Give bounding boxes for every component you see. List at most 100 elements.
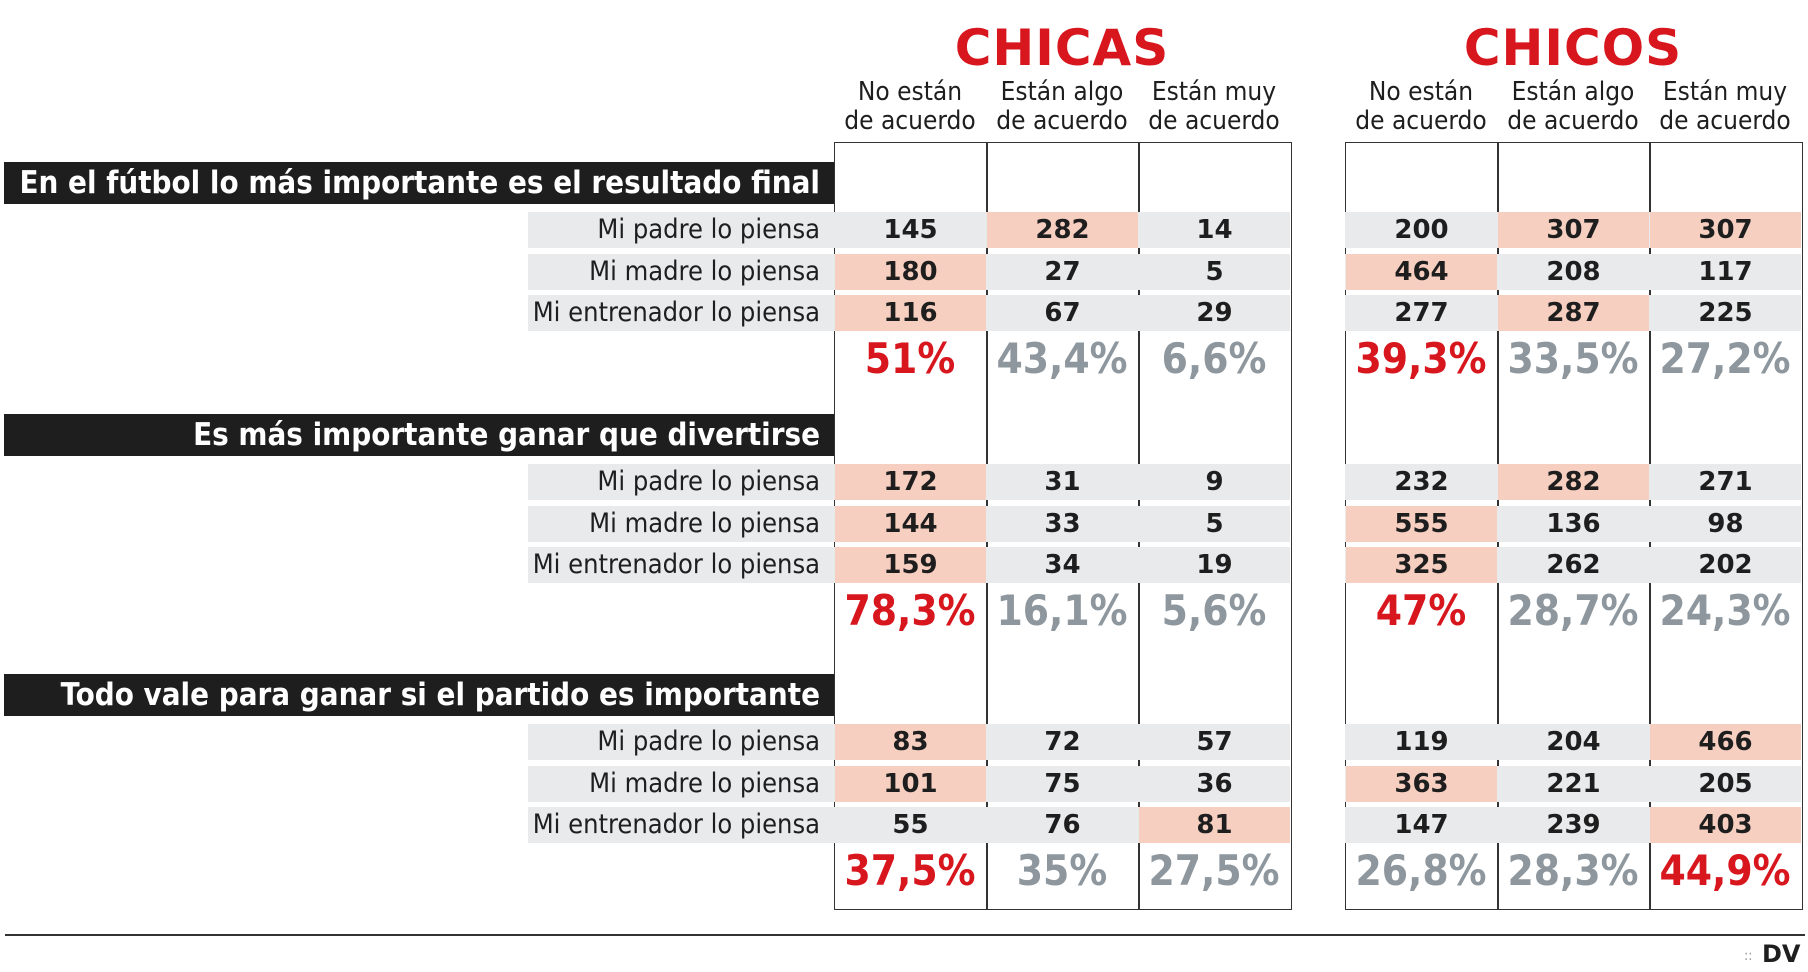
- total-percentage: 43,4%: [996, 334, 1128, 383]
- column-header-line: No están: [857, 77, 963, 107]
- data-cell: 307: [1650, 212, 1801, 248]
- data-cell: 287: [1498, 295, 1649, 331]
- data-cell: 147: [1394, 810, 1449, 840]
- row-label: Mi padre lo piensa: [597, 214, 820, 245]
- total-percentage: 27,5%: [1148, 846, 1280, 895]
- row-label: Mi madre lo piensa: [589, 508, 820, 539]
- column-header-line: Están muy: [1151, 77, 1277, 107]
- column-header-line: de acuerdo: [1148, 106, 1280, 136]
- data-cell: 76: [1044, 810, 1081, 840]
- row-label: Mi entrenador lo piensa: [532, 549, 820, 580]
- data-cell: 180: [835, 254, 986, 290]
- total-percentage: 51%: [864, 334, 956, 383]
- total-percentage: 24,3%: [1659, 586, 1791, 635]
- data-cell: 136: [1546, 509, 1601, 539]
- row-label: Mi madre lo piensa: [589, 256, 820, 287]
- data-cell: 144: [835, 506, 986, 542]
- data-cell: 282: [1498, 464, 1649, 500]
- data-cell: 5: [1205, 257, 1224, 287]
- data-cell: 325: [1346, 547, 1497, 583]
- column-header-line: No están: [1368, 77, 1474, 107]
- data-cell: 36: [1196, 769, 1233, 799]
- total-percentage: 39,3%: [1355, 334, 1487, 383]
- total-percentage: 27,2%: [1659, 334, 1791, 383]
- data-cell: 72: [1044, 727, 1081, 757]
- total-percentage: 28,3%: [1507, 846, 1639, 895]
- column-header-line: Están algo: [1511, 77, 1635, 107]
- data-cell: 29: [1196, 298, 1233, 328]
- group-title-chicas: CHICAS: [954, 19, 1170, 77]
- data-cell: 239: [1546, 810, 1601, 840]
- total-percentage: 33,5%: [1507, 334, 1639, 383]
- data-cell: 205: [1698, 769, 1753, 799]
- footer-rule: [5, 934, 1805, 936]
- data-cell: 159: [835, 547, 986, 583]
- column-header-line: de acuerdo: [1355, 106, 1487, 136]
- data-cell: 262: [1546, 550, 1601, 580]
- data-cell: 55: [892, 810, 929, 840]
- data-cell: 225: [1698, 298, 1753, 328]
- column-header-chicas-0: No están de acuerdo: [834, 78, 986, 136]
- question-title-bar: En el fútbol lo más importante es el res…: [4, 162, 834, 204]
- data-cell: 202: [1698, 550, 1753, 580]
- group-title-chicos: CHICOS: [1463, 19, 1683, 77]
- data-cell: 307: [1498, 212, 1649, 248]
- row-label: Mi padre lo piensa: [597, 726, 820, 757]
- logo-dots-icon: ::: [1744, 948, 1753, 964]
- column-header-line: de acuerdo: [844, 106, 976, 136]
- data-cell: 57: [1196, 727, 1233, 757]
- column-header-line: de acuerdo: [996, 106, 1128, 136]
- data-cell: 75: [1044, 769, 1081, 799]
- data-cell: 271: [1698, 467, 1753, 497]
- row-label: Mi madre lo piensa: [589, 768, 820, 799]
- data-cell: 67: [1044, 298, 1081, 328]
- column-header-chicas-2: Están muy de acuerdo: [1138, 78, 1290, 136]
- total-percentage: 44,9%: [1659, 846, 1791, 895]
- data-cell: 19: [1196, 550, 1233, 580]
- row-background: [528, 212, 1290, 248]
- column-header-line: Están muy: [1662, 77, 1788, 107]
- data-cell: 232: [1394, 467, 1449, 497]
- data-cell: 403: [1650, 807, 1801, 843]
- data-cell: 83: [835, 724, 986, 760]
- column-header-line: de acuerdo: [1659, 106, 1791, 136]
- total-percentage: 35%: [1016, 846, 1108, 895]
- data-cell: 14: [1196, 215, 1233, 245]
- total-percentage: 6,6%: [1161, 334, 1267, 383]
- column-header-line: de acuerdo: [1507, 106, 1639, 136]
- data-cell: 34: [1044, 550, 1081, 580]
- total-percentage: 16,1%: [996, 586, 1128, 635]
- total-percentage: 28,7%: [1507, 586, 1639, 635]
- column-header-chicos-0: No están de acuerdo: [1345, 78, 1497, 136]
- data-cell: 33: [1044, 509, 1081, 539]
- question-title-bar: Es más importante ganar que divertirse: [4, 414, 834, 456]
- data-cell: 363: [1346, 766, 1497, 802]
- data-cell: 277: [1394, 298, 1449, 328]
- column-header-chicos-2: Están muy de acuerdo: [1649, 78, 1801, 136]
- data-cell: 464: [1346, 254, 1497, 290]
- data-cell: 9: [1205, 467, 1224, 497]
- column-header-chicas-1: Están algo de acuerdo: [986, 78, 1138, 136]
- column-header-chicos-1: Están algo de acuerdo: [1497, 78, 1649, 136]
- data-cell: 172: [835, 464, 986, 500]
- data-cell: 101: [835, 766, 986, 802]
- data-cell: 221: [1546, 769, 1601, 799]
- brand-logo: DV: [1762, 940, 1801, 968]
- data-cell: 31: [1044, 467, 1081, 497]
- data-cell: 555: [1346, 506, 1497, 542]
- total-percentage: 5,6%: [1161, 586, 1267, 635]
- row-label: Mi entrenador lo piensa: [532, 809, 820, 840]
- data-cell: 204: [1546, 727, 1601, 757]
- data-cell: 466: [1650, 724, 1801, 760]
- data-cell: 208: [1546, 257, 1601, 287]
- row-label: Mi padre lo piensa: [597, 466, 820, 497]
- data-cell: 5: [1205, 509, 1224, 539]
- row-label: Mi entrenador lo piensa: [532, 297, 820, 328]
- data-cell: 27: [1044, 257, 1081, 287]
- data-cell: 117: [1698, 257, 1753, 287]
- total-percentage: 47%: [1375, 586, 1467, 635]
- total-percentage: 37,5%: [844, 846, 976, 895]
- question-title-bar: Todo vale para ganar si el partido es im…: [4, 674, 834, 716]
- data-cell: 98: [1707, 509, 1744, 539]
- data-cell: 282: [987, 212, 1138, 248]
